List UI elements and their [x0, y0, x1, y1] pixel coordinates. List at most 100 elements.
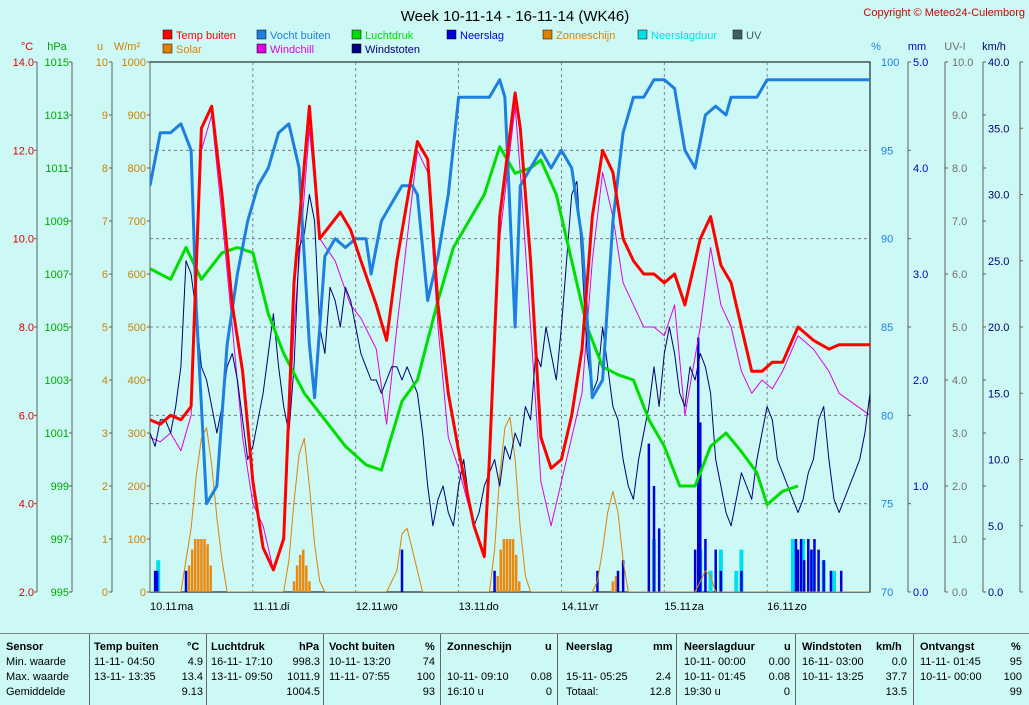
rain-bar: [155, 570, 159, 592]
humidity-max-value: 100: [416, 671, 435, 683]
y-tick-label-pct: 75: [881, 499, 893, 511]
sunshine-bar: [292, 581, 296, 592]
y-tick-label-solar: 600: [128, 269, 146, 281]
x-day-label: za: [692, 601, 705, 613]
stats-col-humidity: Vocht buiten% 10-11- 13:20 74 11-11- 07:5…: [324, 634, 441, 705]
chart-title: Week 10-11-14 - 16-11-14 (WK46): [401, 8, 629, 25]
x-day-label: zo: [795, 601, 807, 613]
x-tick-label: 11.11.: [253, 601, 282, 613]
rainduration-bar: [734, 570, 739, 592]
pressure-min-time: 16-11- 17:10: [211, 656, 273, 668]
legend-swatch: [351, 29, 362, 40]
stats-unit-gusts: km/h: [876, 641, 902, 653]
y-tick-label-mm: 0.0: [913, 587, 928, 599]
sunshine-bar: [514, 554, 518, 592]
y-tick-label-pct: 70: [881, 587, 893, 599]
stats-header-humidity: Vocht buiten: [329, 641, 395, 653]
sunshine-bar: [298, 554, 302, 592]
y-tick-label-kmh: 35.0: [988, 123, 1009, 135]
y-tick-label-hpa: 1013: [45, 110, 69, 122]
y-axis-unit-pct: %: [871, 41, 881, 53]
rain-bar: [621, 560, 625, 592]
y-tick-label-uv_l: 2: [102, 481, 108, 493]
y-tick-label-temp: 12.0: [13, 145, 34, 157]
sunshine-max-time: 10-11- 09:10: [447, 671, 509, 683]
sunshine-total-time: 16:10 u: [447, 686, 484, 698]
statistics-table: Sensor Min. waarde Max. waarde Gemiddeld…: [0, 633, 1029, 705]
copyright-text: Copyright © Meteo24-Culemborg: [863, 7, 1025, 19]
pressure-min-value: 998.3: [292, 656, 320, 668]
legend-label: Neerslag: [460, 30, 504, 42]
x-day-label: wo: [383, 601, 398, 613]
bar-series: [153, 337, 843, 592]
legend-swatch: [446, 29, 457, 40]
y-tick-label-pct: 80: [881, 410, 893, 422]
temp-max-value: 13.4: [181, 671, 203, 683]
rain-bar: [719, 570, 723, 592]
stats-unit-reception: %: [1011, 641, 1021, 653]
stats-rowlabel-min: Min. waarde: [6, 656, 66, 668]
sunshine-bar: [614, 576, 618, 592]
gusts-avg-value: 13.5: [885, 686, 907, 698]
rain-bar: [400, 549, 404, 592]
gusts-min-value: 0.0: [891, 656, 907, 668]
temp-avg-value: 9.13: [181, 686, 203, 698]
y-tick-label-kmh: 25.0: [988, 256, 1009, 268]
pressure-max-value: 1011.9: [287, 671, 320, 683]
y-tick-label-mm: 2.0: [913, 375, 928, 387]
sunshine-total-value: 0: [545, 686, 552, 698]
y-tick-label-solar: 0: [140, 587, 146, 599]
y-axis-unit-hpa: hPa: [47, 41, 67, 53]
legend-swatch: [351, 43, 362, 54]
y-tick-label-kmh: 5.0: [988, 521, 1003, 533]
y-tick-label-kmh: 10.0: [988, 455, 1009, 467]
y-tick-label-pct: 90: [881, 234, 893, 246]
humidity-max-time: 11-11- 07:55: [329, 671, 390, 683]
pressure-line: [150, 145, 799, 507]
sunshine-bar: [200, 539, 203, 592]
rain-bar: [184, 570, 188, 592]
x-day-label: di: [281, 601, 290, 613]
sunshine-bar: [502, 539, 506, 592]
y-tick-label-uvi: 4.0: [952, 375, 967, 387]
stats-unit-rainduration: u: [784, 641, 791, 653]
stats-header-rain: Neerslag: [566, 641, 613, 653]
humidity-min-time: 10-11- 13:20: [329, 656, 391, 668]
x-tick-label: 13.11.: [459, 601, 489, 613]
y-tick-label-uv_l: 3: [102, 428, 108, 440]
y-axis-unit-mm: mm: [908, 41, 926, 53]
y-tick-label-solar: 100: [128, 534, 146, 546]
y-tick-label-temp: 10.0: [13, 234, 34, 246]
stats-col-reception: Ontvangst% 11-11- 01:45 95 10-11- 00:00 10…: [914, 634, 1029, 705]
stats-col-sensor: Sensor Min. waarde Max. waarde Gemiddeld…: [0, 634, 90, 705]
x-tick-label: 16.11.: [767, 601, 797, 613]
y-tick-label-hpa: 1015: [45, 57, 69, 69]
temp-min-value: 4.9: [187, 656, 203, 668]
y-tick-label-kmh: 30.0: [988, 190, 1009, 202]
rain-bar: [839, 570, 843, 592]
stats-col-sunshine: Zonneschijn u 10-11- 09:10 0.08 16:10 u 0: [441, 634, 558, 705]
rain-bar: [657, 528, 661, 592]
y-tick-label-pct: 100: [881, 57, 899, 69]
line-series: [150, 78, 870, 592]
rain-bar: [696, 337, 700, 592]
y-tick-label-uv_l: 4: [102, 375, 108, 387]
rainduration-max-time: 10-11- 01:45: [684, 671, 746, 683]
stats-col-gusts: Windstoten km/h 16-11- 03:00 0.0 10-11- 13…: [796, 634, 914, 705]
rain-max-time: 15-11- 05:25: [566, 671, 628, 683]
weather-chart: 10.11.ma 11.11. di 12.11.wo 13.11.do 14.11.vr…: [13, 7, 1025, 613]
reception-avg-value: 99: [1009, 686, 1022, 698]
rain-bar: [740, 570, 743, 592]
y-tick-label-pct: 95: [881, 145, 893, 157]
sunshine-bar: [505, 539, 509, 592]
stats-header-rainduration: Neerslagduur: [684, 641, 755, 653]
stats-unit-rain: mm: [653, 641, 673, 653]
y-tick-label-hpa: 995: [51, 587, 69, 599]
y-tick-label-mm: 5.0: [913, 57, 928, 69]
y-axis-unit-temp: °C: [21, 41, 33, 53]
humidity-line: [150, 78, 870, 506]
y-tick-label-temp: 8.0: [19, 322, 34, 334]
y-axis-unit-solar: W/m²: [114, 41, 141, 53]
stats-header-pressure: Luchtdruk: [211, 641, 265, 653]
rain-bar: [153, 570, 157, 592]
